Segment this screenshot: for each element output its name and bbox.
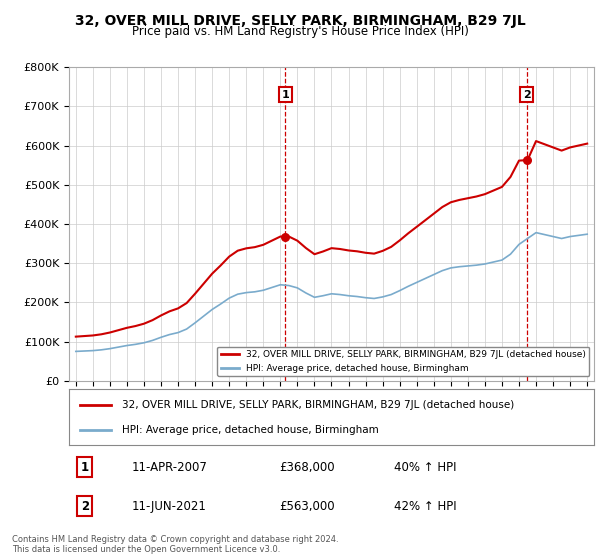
Text: 1: 1 xyxy=(281,90,289,100)
Text: 11-JUN-2021: 11-JUN-2021 xyxy=(132,500,207,513)
Text: 42% ↑ HPI: 42% ↑ HPI xyxy=(395,500,457,513)
Point xyxy=(281,232,290,241)
Text: 1: 1 xyxy=(80,461,89,474)
Text: HPI: Average price, detached house, Birmingham: HPI: Average price, detached house, Birm… xyxy=(121,424,378,435)
Text: 2: 2 xyxy=(523,90,530,100)
Text: 11-APR-2007: 11-APR-2007 xyxy=(132,461,208,474)
Text: £368,000: £368,000 xyxy=(279,461,335,474)
Point xyxy=(522,156,532,165)
Text: Price paid vs. HM Land Registry's House Price Index (HPI): Price paid vs. HM Land Registry's House … xyxy=(131,25,469,38)
Text: 32, OVER MILL DRIVE, SELLY PARK, BIRMINGHAM, B29 7JL: 32, OVER MILL DRIVE, SELLY PARK, BIRMING… xyxy=(74,14,526,28)
Text: 2: 2 xyxy=(80,500,89,513)
Text: Contains HM Land Registry data © Crown copyright and database right 2024.
This d: Contains HM Land Registry data © Crown c… xyxy=(12,535,338,554)
Text: 32, OVER MILL DRIVE, SELLY PARK, BIRMINGHAM, B29 7JL (detached house): 32, OVER MILL DRIVE, SELLY PARK, BIRMING… xyxy=(121,400,514,410)
Legend: 32, OVER MILL DRIVE, SELLY PARK, BIRMINGHAM, B29 7JL (detached house), HPI: Aver: 32, OVER MILL DRIVE, SELLY PARK, BIRMING… xyxy=(217,347,589,376)
Text: 40% ↑ HPI: 40% ↑ HPI xyxy=(395,461,457,474)
Text: £563,000: £563,000 xyxy=(279,500,335,513)
